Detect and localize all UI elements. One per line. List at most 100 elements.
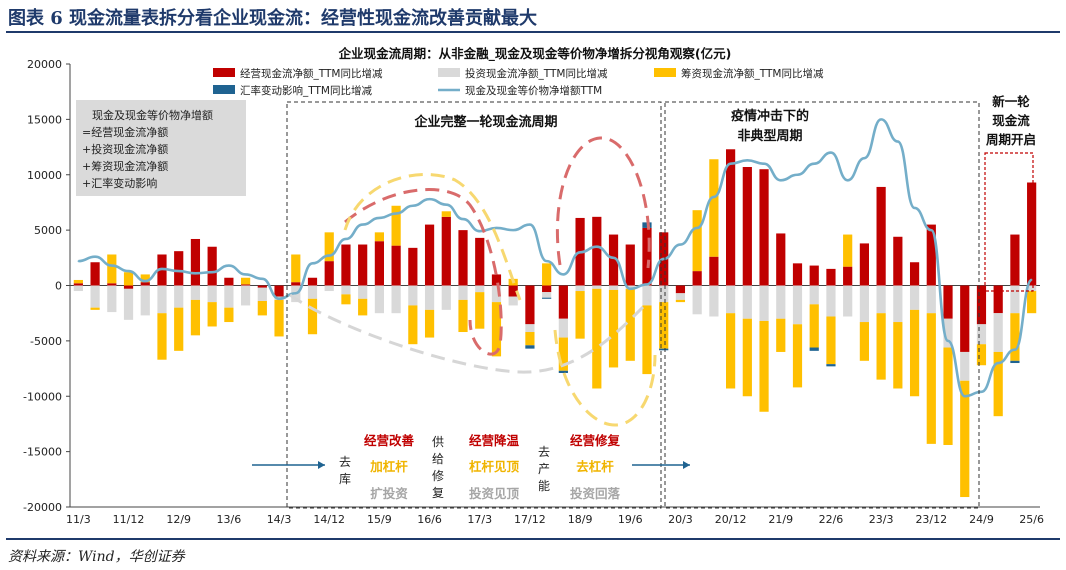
bar xyxy=(525,285,535,325)
net-increase-point xyxy=(813,162,816,165)
legend-swatch-investing xyxy=(438,68,460,77)
x-tick-label: 17/3 xyxy=(467,513,492,526)
bar xyxy=(424,309,435,338)
net-increase-point xyxy=(345,238,347,240)
bar xyxy=(508,285,518,297)
net-increase-point xyxy=(144,280,147,282)
bar xyxy=(341,285,351,295)
bar xyxy=(843,266,853,286)
bar xyxy=(809,347,819,351)
bar xyxy=(993,351,1003,417)
net-increase-point xyxy=(963,395,966,398)
bar xyxy=(491,285,502,303)
bar xyxy=(291,282,301,286)
bar xyxy=(73,285,83,292)
phase5-vertical-2: 产 xyxy=(538,462,550,476)
x-tick-label: 13/6 xyxy=(217,513,242,526)
net-increase-point xyxy=(646,283,648,286)
bar xyxy=(542,292,552,298)
bar xyxy=(374,241,384,286)
y-tick-label: -15000 xyxy=(23,446,62,459)
bar xyxy=(558,337,568,371)
bar xyxy=(776,285,786,319)
bar xyxy=(659,348,669,351)
x-tick-label: 14/3 xyxy=(267,513,292,526)
bar xyxy=(441,285,451,310)
bar xyxy=(642,227,652,286)
net-increase-point xyxy=(662,258,665,260)
net-increase-point xyxy=(696,227,698,229)
bar xyxy=(1027,182,1037,286)
net-increase-point xyxy=(111,264,113,267)
net-increase-point xyxy=(94,255,96,258)
bar xyxy=(475,285,485,293)
x-tick-label: 11/3 xyxy=(66,513,91,526)
bar xyxy=(759,285,769,321)
net-increase-point xyxy=(412,204,414,207)
net-increase-point xyxy=(863,157,866,159)
bar xyxy=(993,313,1003,352)
bar xyxy=(324,285,334,292)
bar xyxy=(140,282,150,286)
phase5-vertical-1: 去 xyxy=(538,445,550,459)
bar xyxy=(1010,360,1020,364)
bar xyxy=(993,285,1003,314)
x-tick-label: 23/3 xyxy=(869,513,894,526)
bar xyxy=(659,285,669,303)
figure-title: 图表 6 现金流量表拆分看企业现金流：经营性现金流改善贡献最大 xyxy=(8,8,538,29)
bar xyxy=(859,322,869,361)
bar xyxy=(90,285,100,308)
net-increase-point xyxy=(913,207,916,209)
net-increase-point xyxy=(395,212,397,215)
period-label-new-3: 周期开启 xyxy=(986,132,1036,147)
bar xyxy=(642,285,652,306)
net-increase-point xyxy=(545,260,548,262)
bar xyxy=(207,246,217,286)
bar xyxy=(893,322,903,389)
net-increase-point xyxy=(763,162,765,165)
bar xyxy=(90,307,100,310)
period-box-full-cycle xyxy=(286,101,662,509)
bar xyxy=(157,313,167,360)
formula-line-3: +投资现金流净额 xyxy=(82,142,168,156)
bar xyxy=(508,296,518,306)
bar xyxy=(1027,291,1037,314)
bar xyxy=(458,299,468,333)
x-tick-label: 16/6 xyxy=(417,513,442,526)
net-increase-point xyxy=(997,362,999,364)
bar xyxy=(123,285,134,289)
net-increase-point xyxy=(679,243,682,246)
x-tick-label: 11/12 xyxy=(113,513,145,526)
bar xyxy=(976,285,987,325)
phase5-vertical-3: 能 xyxy=(538,479,550,493)
bar xyxy=(909,285,920,310)
bar xyxy=(525,345,535,349)
bar xyxy=(475,292,485,329)
bar xyxy=(542,263,552,286)
bar xyxy=(926,285,936,314)
legend-label-investing: 投资现金流净额_TTM同比增减 xyxy=(465,67,608,80)
bar xyxy=(625,288,635,361)
bar xyxy=(542,285,552,293)
bar xyxy=(675,285,686,294)
bar xyxy=(73,279,83,284)
net-increase-point xyxy=(579,251,581,254)
bar xyxy=(324,232,334,262)
bar xyxy=(809,304,819,348)
bar xyxy=(675,299,686,303)
bar xyxy=(307,277,318,286)
net-increase-point xyxy=(897,140,899,143)
bar xyxy=(307,298,318,335)
bar xyxy=(592,285,602,289)
net-increase-point xyxy=(328,254,331,257)
net-increase-point xyxy=(261,278,264,280)
bar xyxy=(441,216,451,286)
legend-label-net: 现金及现金等价物净增额TTM xyxy=(465,84,602,97)
bar xyxy=(608,289,619,368)
bar xyxy=(575,291,585,339)
bar xyxy=(692,285,702,315)
y-tick-label: 20000 xyxy=(27,58,62,71)
bar xyxy=(408,285,418,306)
formula-line-2: =经营现金流净额 xyxy=(82,125,168,139)
